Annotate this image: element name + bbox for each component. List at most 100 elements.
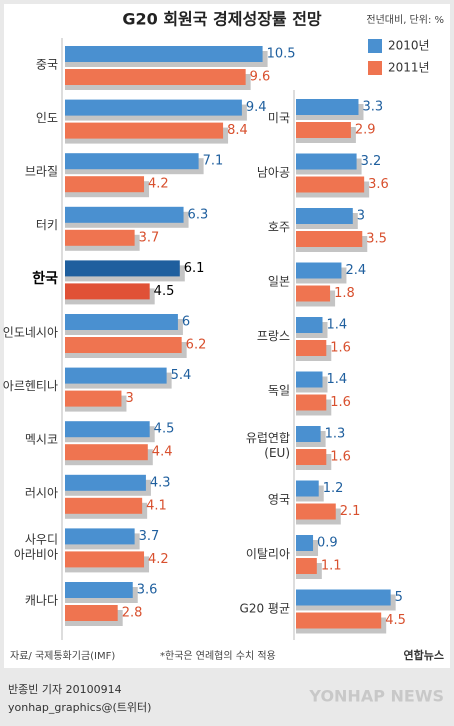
bar <box>296 371 323 388</box>
chart-title: G20 회원국 경제성장률 전망 <box>122 10 322 29</box>
bar <box>65 99 242 116</box>
value-label: 4.4 <box>152 445 173 460</box>
category-label: 한국 <box>32 271 58 287</box>
bar <box>296 426 321 442</box>
legend-swatch <box>368 61 382 75</box>
value-label: 3.7 <box>139 230 160 245</box>
watermark: YONHAP NEWS <box>308 687 444 706</box>
value-label: 9.6 <box>250 70 271 85</box>
value-label: 2.4 <box>345 263 366 278</box>
value-label: 4.3 <box>150 475 171 490</box>
value-label: 6.2 <box>186 338 207 353</box>
bar <box>65 337 182 353</box>
bar <box>65 367 167 384</box>
bar <box>296 503 336 520</box>
bar <box>296 340 327 356</box>
value-label: 5.4 <box>171 368 192 383</box>
bar <box>296 99 359 115</box>
category-label: 아르헨티나 <box>3 379 58 393</box>
value-label: 1.2 <box>323 481 344 496</box>
source: 자료/ 국제통화기금(IMF) <box>10 650 115 662</box>
bar <box>65 390 122 407</box>
category-label: 이탈리아 <box>246 547 290 561</box>
bar <box>65 283 150 300</box>
value-label: 5 <box>395 590 403 605</box>
unit-note: 전년대비, 단위: % <box>366 13 444 26</box>
bar <box>296 394 327 411</box>
value-label: 6.1 <box>184 261 205 276</box>
bar <box>296 208 353 224</box>
category-label: 터키 <box>36 218 58 232</box>
bar <box>296 589 391 606</box>
value-label: 3 <box>357 209 365 224</box>
bar <box>296 122 351 138</box>
bar <box>296 480 319 497</box>
bar <box>65 582 133 598</box>
value-label: 1.8 <box>334 286 355 301</box>
byline: 반종빈 기자 20100914 <box>8 683 122 696</box>
value-label: 1.4 <box>327 372 348 387</box>
category-label: G20 평균 <box>240 601 290 615</box>
value-label: 2.9 <box>355 123 376 138</box>
bar <box>65 176 145 193</box>
value-label: 4.1 <box>146 498 167 513</box>
bar <box>65 229 135 246</box>
category-label: 미국 <box>268 111 290 125</box>
bar <box>296 176 365 193</box>
bar <box>65 528 135 545</box>
value-label: 4.5 <box>385 613 406 628</box>
value-label: 1.4 <box>327 318 348 333</box>
category-label: 인도 <box>36 111 58 125</box>
bar <box>65 444 148 461</box>
value-label: 2.8 <box>122 606 143 621</box>
category-label: 호주 <box>268 220 290 234</box>
bar <box>65 551 145 568</box>
value-label: 9.4 <box>246 100 267 115</box>
value-label: 10.5 <box>267 47 296 62</box>
bar <box>65 206 184 223</box>
bar <box>296 535 314 551</box>
value-label: 3 <box>125 391 133 406</box>
category-label: 중국 <box>36 57 58 71</box>
value-label: 1.6 <box>330 395 351 410</box>
category-label: 프랑스 <box>257 329 290 343</box>
value-label: 4.2 <box>148 552 169 567</box>
logo: 연합뉴스 <box>404 648 444 662</box>
bar <box>296 285 331 302</box>
value-label: 4.5 <box>154 422 175 437</box>
bar <box>296 231 363 247</box>
note: *한국은 연례협의 수치 적용 <box>160 649 276 662</box>
value-label: 1.6 <box>330 341 351 356</box>
bar <box>296 317 323 333</box>
bar <box>296 612 382 629</box>
bar <box>65 605 118 621</box>
bar <box>296 153 357 170</box>
value-label: 4.5 <box>154 284 175 299</box>
bar <box>65 260 180 277</box>
bar <box>65 69 246 85</box>
category-label: 캐나다 <box>25 593 58 607</box>
value-label: 6 <box>182 315 190 330</box>
value-label: 3.3 <box>362 100 383 115</box>
value-label: 6.3 <box>188 207 209 222</box>
legend-label: 2011년 <box>388 61 430 75</box>
value-label: 3.6 <box>368 177 389 192</box>
bar <box>296 262 342 279</box>
legend-swatch <box>368 39 382 53</box>
legend-label: 2010년 <box>388 39 430 53</box>
value-label: 7.1 <box>203 154 224 169</box>
value-label: 3.5 <box>366 232 387 247</box>
value-label: 3.7 <box>139 529 160 544</box>
category-label: 사우디 아라비아 <box>14 532 58 561</box>
category-label: 일본 <box>268 274 290 288</box>
bar <box>296 449 327 465</box>
value-label: 4.2 <box>148 177 169 192</box>
contact: yonhap_graphics@(트위터) <box>8 701 151 714</box>
value-label: 3.6 <box>137 583 158 598</box>
bar <box>296 558 317 574</box>
bar <box>65 153 199 170</box>
value-label: 1.6 <box>330 450 351 465</box>
category-label: 유럽연합 (EU) <box>246 430 290 459</box>
